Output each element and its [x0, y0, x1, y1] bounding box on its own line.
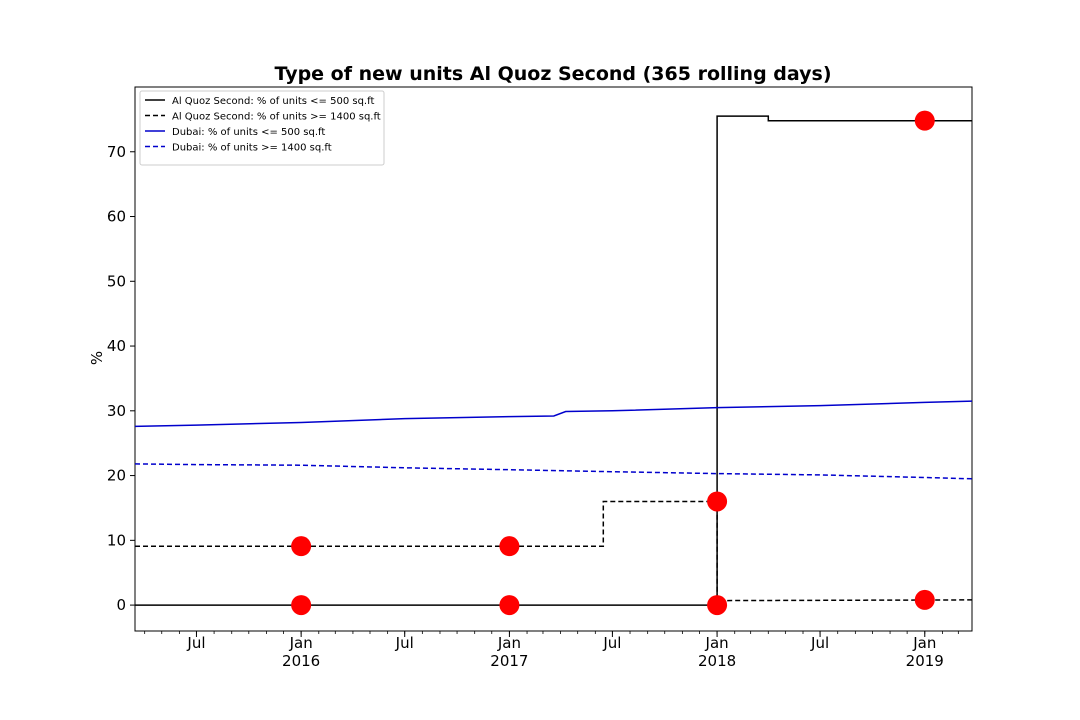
y-tick-label: 30 [107, 402, 126, 420]
series-line-2 [135, 500, 973, 602]
y-tick-label: 60 [107, 208, 126, 226]
legend-label: Dubai: % of units >= 1400 sq.ft [172, 143, 332, 154]
legend-box [139, 90, 385, 166]
x-tick-year-label: 2016 [282, 652, 320, 670]
y-axis-label: % [88, 351, 106, 365]
legend-label: Al Quoz Second: % of units <= 500 sq.ft [172, 96, 374, 107]
marker-point [499, 536, 520, 557]
x-tick-year-label: 2018 [698, 652, 736, 670]
y-tick-label: 10 [107, 531, 126, 549]
x-tick-year-label: 2019 [906, 652, 944, 670]
marker-point [914, 589, 935, 610]
y-tick-label: 50 [107, 272, 126, 290]
marker-point [291, 536, 312, 557]
x-tick-label: Jul [395, 634, 414, 652]
x-tick-label: Jan [289, 634, 313, 652]
y-tick-label: 0 [116, 596, 126, 614]
legend-label: Dubai: % of units <= 500 sq.ft [172, 127, 325, 138]
axes-frame [134, 86, 973, 632]
x-tick-label: Jul [186, 634, 205, 652]
legend: Al Quoz Second: % of units <= 500 sq.ft A… [139, 90, 385, 166]
x-tick-label: Jan [912, 634, 936, 652]
series-line-3 [134, 400, 973, 428]
x-tick-year-label: 2017 [490, 652, 528, 670]
y-tick-label: 20 [107, 467, 126, 485]
series-line-4 [134, 463, 973, 480]
x-tick-label: Jan [497, 634, 521, 652]
y-tick-label: 70 [107, 143, 126, 161]
marker-point [499, 595, 520, 616]
x-tick-label: Jul [602, 634, 621, 652]
marker-point [914, 110, 935, 131]
chart-title: Type of new units Al Quoz Second (365 ro… [274, 63, 831, 85]
legend-label: Al Quoz Second: % of units >= 1400 sq.ft [172, 112, 381, 123]
marker-point [707, 595, 728, 616]
marker-point [291, 595, 312, 616]
series-line-1 [135, 115, 972, 606]
x-tick-label: Jan [705, 634, 729, 652]
marker-point [707, 491, 728, 512]
y-tick-label: 40 [107, 337, 126, 355]
x-tick-label: Jul [810, 634, 829, 652]
